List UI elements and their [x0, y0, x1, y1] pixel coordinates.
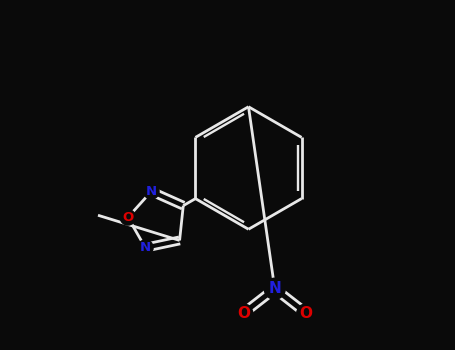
Circle shape: [234, 304, 253, 323]
Text: N: N: [146, 185, 157, 198]
Text: N: N: [140, 241, 151, 254]
Text: O: O: [300, 306, 313, 321]
Circle shape: [297, 304, 316, 323]
Circle shape: [120, 210, 136, 225]
Text: N: N: [268, 281, 281, 296]
Circle shape: [138, 240, 153, 256]
Text: O: O: [237, 306, 250, 321]
Text: O: O: [122, 211, 133, 224]
Circle shape: [264, 278, 285, 299]
Circle shape: [144, 184, 159, 199]
